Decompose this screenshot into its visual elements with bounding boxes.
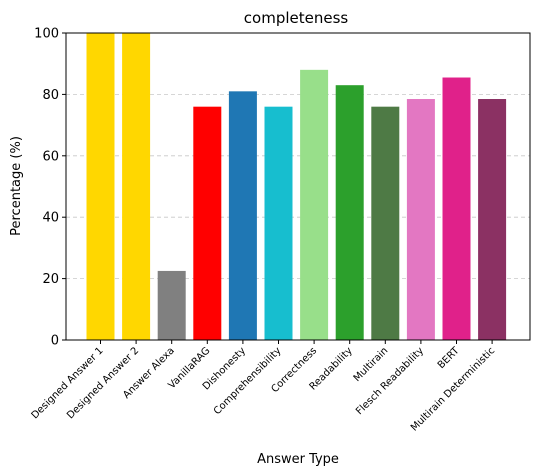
y-tick-label: 60 xyxy=(42,149,59,164)
y-axis: 0 20 40 60 80 100 xyxy=(34,27,66,349)
y-tick-label: 0 xyxy=(51,334,59,349)
bar xyxy=(193,106,222,341)
bar xyxy=(157,270,186,340)
x-tick-label: Flesch Readability xyxy=(354,345,426,417)
bar xyxy=(228,91,257,340)
bar xyxy=(264,106,293,341)
bars-group xyxy=(86,33,507,341)
bar xyxy=(335,85,364,340)
chart-title: completeness xyxy=(244,9,349,27)
y-axis-label: Percentage (%) xyxy=(9,136,24,236)
y-tick-label: 20 xyxy=(42,272,59,287)
bar xyxy=(478,99,507,340)
bar xyxy=(371,106,400,341)
x-axis-label: Answer Type xyxy=(257,452,339,467)
y-tick-label: 100 xyxy=(34,27,59,42)
bar xyxy=(442,77,471,340)
bar xyxy=(86,33,115,340)
y-tick-label: 40 xyxy=(42,211,59,226)
y-tick-label: 80 xyxy=(42,88,59,103)
x-tick-label: BERT xyxy=(436,345,462,371)
x-tick-label: Comprehensibility xyxy=(212,345,284,417)
bar xyxy=(406,99,435,340)
bar xyxy=(300,69,329,340)
bar xyxy=(122,33,151,340)
plot-frame xyxy=(65,32,531,341)
